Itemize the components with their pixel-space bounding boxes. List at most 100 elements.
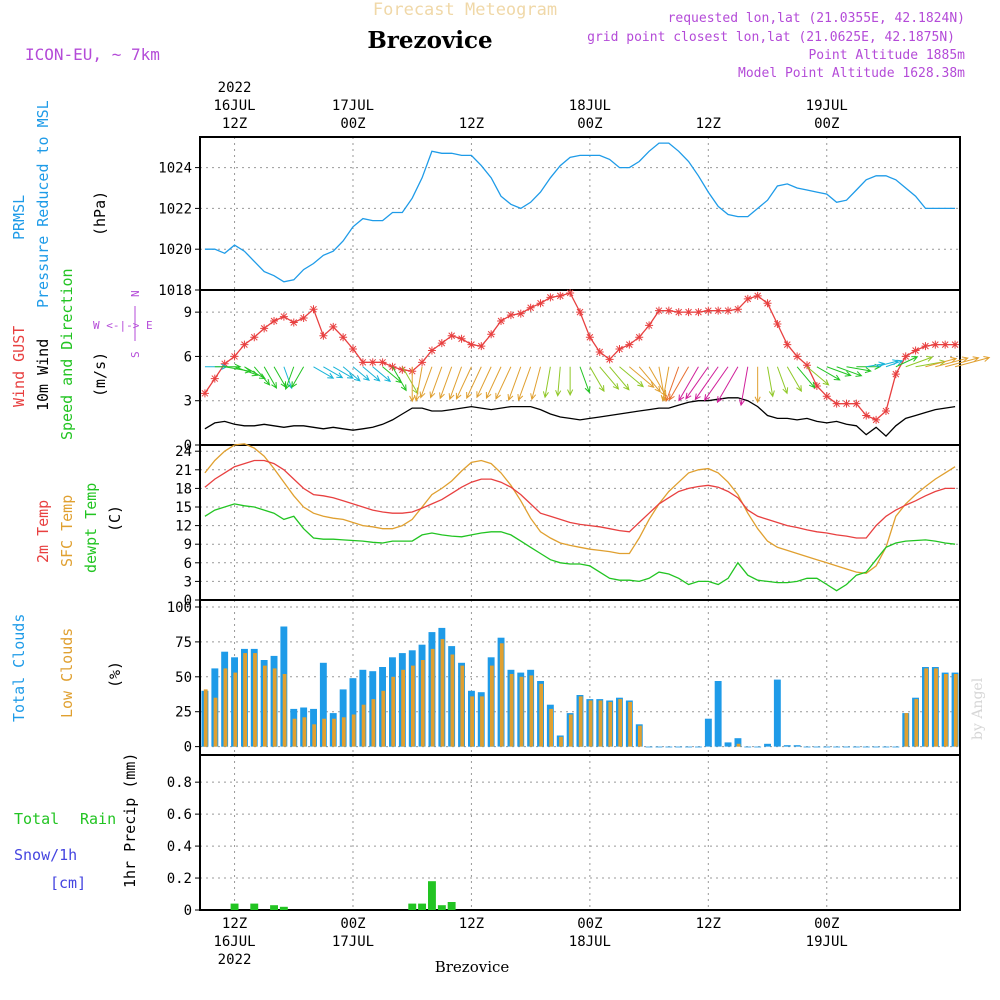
gust-marker xyxy=(546,293,555,302)
gust-marker xyxy=(852,399,861,408)
precip-unit: 1hr Precip (mm) xyxy=(121,753,139,888)
low-cloud-bar xyxy=(341,717,346,747)
low-cloud-bar xyxy=(588,700,593,747)
pressure-frame xyxy=(199,136,961,291)
low-cloud-bar xyxy=(470,696,474,747)
rain-bar xyxy=(230,903,239,910)
temp-frame xyxy=(199,444,961,601)
total-cloud-bar xyxy=(852,746,860,748)
top-axis-label: 12Z xyxy=(696,116,721,132)
gust-marker xyxy=(200,389,209,398)
pressure-ytick-label: 1022 xyxy=(158,201,192,217)
total-cloud-bar xyxy=(645,746,653,748)
wind-direction-arrow xyxy=(660,366,670,402)
low-cloud-bar xyxy=(302,717,307,747)
low-cloud-bar xyxy=(539,683,544,747)
total-cloud-bar xyxy=(704,718,712,747)
gust-marker xyxy=(477,342,486,351)
bottom-axis-label: 18JUL xyxy=(569,934,611,950)
gust-marker xyxy=(497,317,506,325)
bottom-time-axis: 12Z 16JUL 2022 00Z 17JUL 12Z 00Z 18JUL 12Z 00Z 19J… xyxy=(213,916,847,968)
wind-ytick-label: 3 xyxy=(184,394,192,410)
total-cloud-bar xyxy=(764,743,771,747)
precip-labels: Total Rain Snow/1h [cm] 1hr Precip (mm) xyxy=(14,753,139,892)
low-cloud-bar xyxy=(391,676,396,747)
gust-marker xyxy=(526,303,535,312)
top-axis-label: 00Z xyxy=(340,116,365,132)
gust-marker xyxy=(783,340,792,349)
wind-direction-arrow xyxy=(253,366,271,386)
model-altitude: Model Point Altitude 1628.38m xyxy=(738,66,965,81)
gust-marker xyxy=(891,370,900,379)
pressure-line xyxy=(204,142,956,283)
bottom-axis-label: 00Z xyxy=(814,916,839,932)
wind-label-10m: 10m Wind xyxy=(34,339,52,411)
total-cloud-bar xyxy=(665,746,673,748)
wind-direction-arrow xyxy=(439,366,453,400)
gust-marker xyxy=(872,415,881,424)
low-cloud-bar xyxy=(529,675,534,747)
wind-direction-arrow xyxy=(668,366,690,401)
wind-direction-arrow xyxy=(589,366,605,393)
rain-bar xyxy=(428,881,436,910)
low-cloud-bar xyxy=(282,674,287,747)
wind-direction-arrow xyxy=(703,366,729,402)
gridpoint-coords: grid point closest lon,lat (21.0625E, 42… xyxy=(587,30,955,45)
wind-direction-arrow xyxy=(836,366,863,377)
low-cloud-bar xyxy=(499,643,504,747)
clouds-ytick-label: 75 xyxy=(175,635,192,651)
clouds-unit: (%) xyxy=(106,661,124,688)
gust-marker xyxy=(773,319,782,328)
pressure-label-prmsl: PRMSL xyxy=(10,195,28,240)
total-cloud-bar xyxy=(655,746,663,748)
gust-marker xyxy=(763,299,772,308)
low-cloud-bar xyxy=(628,701,632,747)
low-cloud-bar xyxy=(351,714,356,747)
total-cloud-bar xyxy=(734,738,742,747)
gust-marker xyxy=(615,345,624,354)
low-cloud-bar xyxy=(420,660,425,747)
low-cloud-bar xyxy=(598,700,603,747)
total-cloud-bar xyxy=(319,662,327,747)
precip-frame xyxy=(199,754,961,911)
total-cloud-bar xyxy=(675,746,683,748)
wind-direction-arrow xyxy=(767,366,775,398)
bottom-axis-label: 16JUL xyxy=(213,934,255,950)
low-cloud-bar xyxy=(549,708,553,747)
credit-watermark: by Angel xyxy=(970,677,986,740)
wind-direction-arrow xyxy=(455,366,472,400)
gust-marker xyxy=(398,365,407,374)
wind-direction-arrow xyxy=(905,356,934,368)
wind-direction-arrow xyxy=(738,366,749,407)
total-cloud-bar xyxy=(783,745,791,747)
low-cloud-bar xyxy=(519,676,524,747)
top-axis-label: 18JUL xyxy=(569,98,611,114)
precip-label-cm: [cm] xyxy=(50,874,86,892)
gust-marker xyxy=(941,340,950,349)
wind-direction-arrow xyxy=(629,366,655,388)
precip-ytick-label: 0 xyxy=(184,903,192,919)
gust-marker xyxy=(329,322,338,331)
gust-marker xyxy=(348,345,357,354)
wind-direction-arrow xyxy=(579,366,591,394)
gust-marker xyxy=(625,340,634,349)
gust-marker xyxy=(516,309,525,318)
low-cloud-bar xyxy=(480,696,484,747)
total-cloud-bar xyxy=(714,681,722,747)
gust-marker xyxy=(881,407,890,416)
precip-label-snow: Snow/1h xyxy=(14,846,77,864)
precip-ytick-label: 0.8 xyxy=(167,775,192,791)
clouds-panel: 0 25 50 75 100 xyxy=(167,599,961,756)
pressure-panel: 1018 1020 1022 1024 xyxy=(158,136,961,299)
low-cloud-bar xyxy=(272,668,277,747)
gust-marker xyxy=(240,340,249,349)
gust-marker xyxy=(467,340,476,349)
gust-marker xyxy=(437,339,446,348)
total-cloud-bar xyxy=(813,746,821,748)
precip-label-rain: Rain xyxy=(80,810,116,828)
low-cloud-bar xyxy=(578,696,583,747)
gust-marker xyxy=(418,358,427,367)
pressure-ytick-label: 1024 xyxy=(158,161,192,177)
gust-marker xyxy=(931,340,940,349)
low-cloud-bar xyxy=(253,653,257,747)
